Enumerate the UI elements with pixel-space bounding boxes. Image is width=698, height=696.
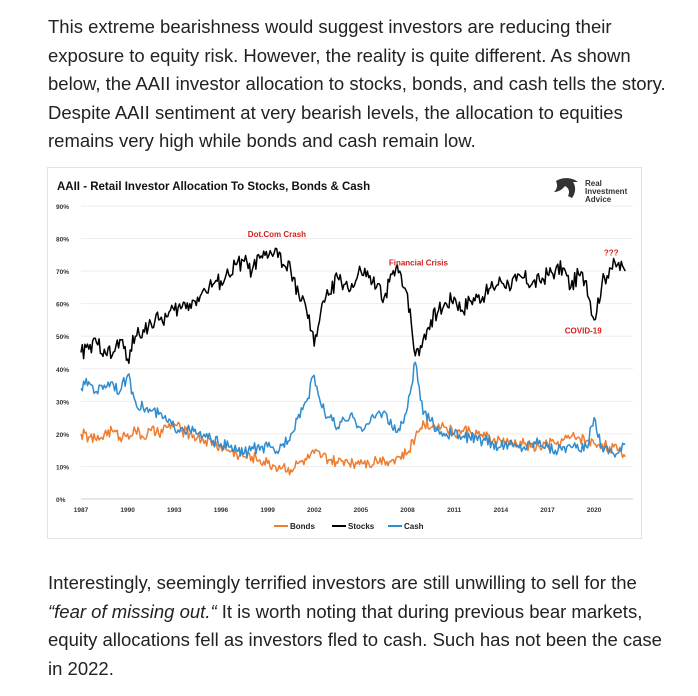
y-axis: 0% 10% 20% 30% 40% 50% 60% 70% 80% 90% [56,204,69,504]
y-tick-label: 90% [56,204,69,211]
legend-label-cash: Cash [404,522,424,531]
x-axis: 1987 1990 1993 1996 1999 2002 2005 2008 2011 2014… [74,498,633,514]
x-tick-label: 2011 [447,507,461,514]
followup-text-2: It is worth noting that during previous … [48,600,662,679]
eagle-logo-icon [554,178,578,198]
annotations: Dot.Com Crash Financial Crisis??? COVID-19 [248,230,619,336]
x-tick-label: 2008 [400,507,415,514]
annotation-label: ??? [604,248,619,257]
y-tick-label: 50% [56,334,69,341]
x-tick-label: 1987 [74,507,89,514]
logo-line2: Investment [585,187,628,196]
chart-container: AAII - Retail Investor Allocation To Sto… [47,167,642,539]
followup-text-1: Interestingly, seemingly terrified inves… [48,572,637,593]
intro-paragraph: This extreme bearishness would suggest i… [48,16,666,151]
allocation-chart: AAII - Retail Investor Allocation To Sto… [56,178,633,531]
legend-label-bonds: Bonds [290,522,315,531]
y-tick-label: 20% [56,432,69,439]
y-tick-label: 80% [56,237,69,244]
legend: Bonds Stocks Cash [274,522,424,531]
y-tick-label: 70% [56,269,69,276]
annotation-label: COVID-19 [565,327,602,336]
ria-logo: Real Investment Advice [554,178,628,204]
y-tick-label: 0% [56,497,66,504]
x-tick-label: 2014 [494,507,509,514]
series-line-stocks [80,247,626,365]
x-tick-label: 1999 [260,507,275,514]
followup-paragraph: Interestingly, seemingly terrified inves… [48,569,668,683]
x-tick-label: 2020 [587,507,602,514]
y-tick-label: 30% [56,399,69,406]
y-tick-label: 40% [56,367,69,374]
x-tick-label: 2005 [354,507,369,514]
y-tick-label: 60% [56,302,69,309]
chart-title: AAII - Retail Investor Allocation To Sto… [57,181,370,193]
y-tick-label: 10% [56,464,69,471]
annotation-label: Dot.Com Crash [248,230,306,239]
logo-line1: Real [585,179,602,188]
x-tick-label: 1996 [214,507,229,514]
x-tick-label: 2017 [540,507,555,514]
series-line-cash [80,361,626,458]
annotation-label: Financial Crisis [389,258,449,267]
x-tick-label: 2002 [307,507,322,514]
series-lines [80,247,626,476]
x-tick-label: 1993 [167,507,182,514]
fomo-quote: “fear of missing out.“ [48,600,217,622]
x-tick-label: 1990 [120,507,135,514]
logo-line3: Advice [585,195,612,204]
legend-label-stocks: Stocks [348,522,375,531]
grid [81,205,633,500]
